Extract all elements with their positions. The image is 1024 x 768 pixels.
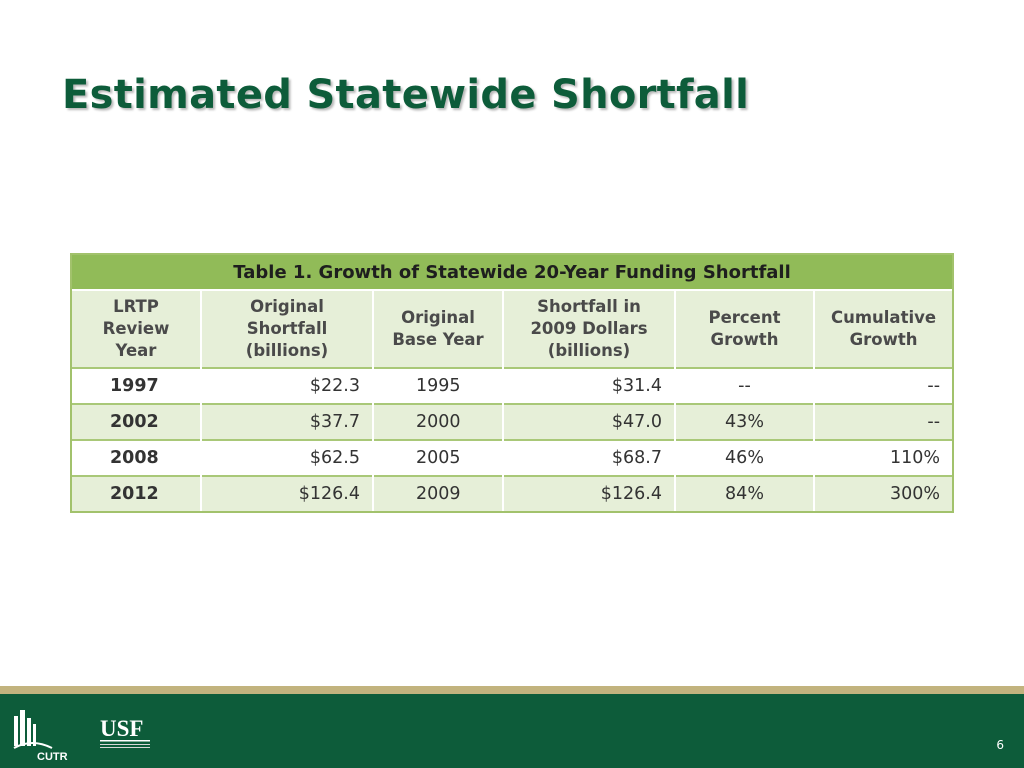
column-header-cumulative-growth: Cumulative Growth [814, 290, 953, 368]
cell-base-year: 2009 [373, 475, 504, 511]
cell-shortfall-2009: $68.7 [503, 439, 676, 476]
cell-original-shortfall: $62.5 [201, 439, 374, 476]
column-header-review-year: LRTP Review Year [72, 290, 202, 368]
cell-shortfall-2009: $47.0 [503, 403, 676, 440]
cell-cumulative-growth: -- [814, 367, 953, 404]
cell-base-year: 2005 [373, 439, 504, 476]
cell-percent-growth: 46% [675, 439, 815, 476]
cell-original-shortfall: $37.7 [201, 403, 374, 440]
cell-base-year: 1995 [373, 367, 504, 404]
page-number: 6 [996, 738, 1004, 752]
cell-original-shortfall: $126.4 [201, 475, 374, 511]
cutr-logo: CUTR [13, 710, 68, 762]
usf-logo-text: USF [100, 716, 143, 741]
cell-review-year: 2002 [72, 403, 202, 440]
usf-logo: USF [100, 716, 150, 748]
cell-cumulative-growth: -- [814, 403, 953, 440]
table-caption: Table 1. Growth of Statewide 20-Year Fun… [72, 255, 953, 291]
column-header-percent-growth: Percent Growth [675, 290, 815, 368]
column-header-shortfall-2009: Shortfall in 2009 Dollars (billions) [503, 290, 676, 368]
cell-review-year: 1997 [72, 367, 202, 404]
column-header-base-year: Original Base Year [373, 290, 504, 368]
cutr-logo-text: CUTR [37, 751, 68, 762]
table-row: 2012 $126.4 2009 $126.4 84% 300% [72, 475, 953, 511]
cell-percent-growth: -- [675, 367, 815, 404]
table-row: 2008 $62.5 2005 $68.7 46% 110% [72, 439, 953, 476]
table-row: 2002 $37.7 2000 $47.0 43% -- [72, 403, 953, 440]
gold-accent-bar [0, 686, 1024, 694]
table-row: 1997 $22.3 1995 $31.4 -- -- [72, 367, 953, 404]
cell-original-shortfall: $22.3 [201, 367, 374, 404]
funding-table: Table 1. Growth of Statewide 20-Year Fun… [72, 255, 953, 511]
table-header-row: LRTP Review Year Original Shortfall (bil… [72, 290, 953, 368]
column-header-original-shortfall: Original Shortfall (billions) [201, 290, 374, 368]
cell-percent-growth: 43% [675, 403, 815, 440]
funding-shortfall-table: Table 1. Growth of Statewide 20-Year Fun… [70, 253, 954, 513]
cell-percent-growth: 84% [675, 475, 815, 511]
cell-cumulative-growth: 300% [814, 475, 953, 511]
slide-title: Estimated Statewide Shortfall [62, 72, 750, 118]
cell-review-year: 2008 [72, 439, 202, 476]
footer-bar: CUTR USF 6 [0, 694, 1024, 768]
cell-base-year: 2000 [373, 403, 504, 440]
cell-shortfall-2009: $31.4 [503, 367, 676, 404]
cell-review-year: 2012 [72, 475, 202, 511]
cell-shortfall-2009: $126.4 [503, 475, 676, 511]
cell-cumulative-growth: 110% [814, 439, 953, 476]
